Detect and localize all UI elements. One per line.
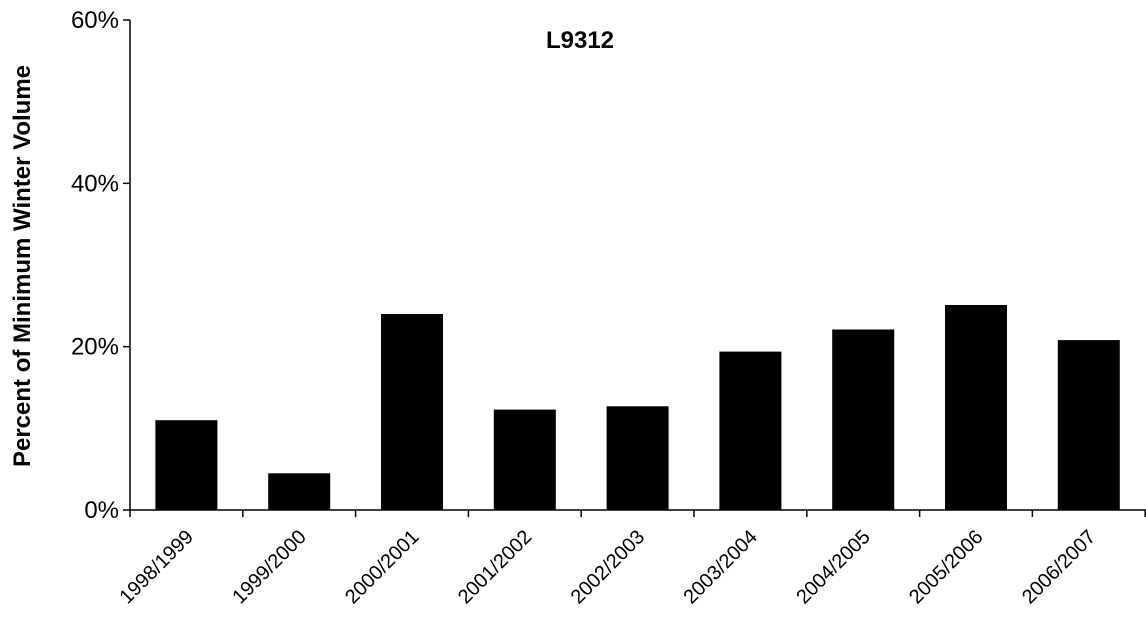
- bar-2001-2002: [493, 409, 556, 510]
- x-tick-label: 2002/2003: [567, 526, 649, 608]
- chart-title: L9312: [546, 27, 614, 54]
- bar-2002-2003: [606, 406, 669, 510]
- y-axis-ticks: 0% 20% 40% 60%: [71, 7, 130, 524]
- bar-2006-2007: [1057, 340, 1120, 510]
- bar-1998-1999: [155, 420, 218, 510]
- bar-2004-2005: [832, 329, 895, 510]
- x-axis-ticks: 1998/1999 1999/2000 2000/2001 2001/2002 2002…: [116, 510, 1146, 608]
- bar-1999-2000: [268, 473, 331, 511]
- bars-group: [155, 305, 1120, 511]
- bar-2000-2001: [381, 314, 443, 510]
- bar-2005-2006: [945, 305, 1007, 510]
- y-tick-label: 0%: [84, 497, 119, 524]
- y-axis-title: Percent of Minimum Winter Volume: [9, 65, 36, 467]
- x-tick-label: 1999/2000: [228, 526, 310, 608]
- x-tick-label: 2003/2004: [680, 526, 762, 608]
- x-tick-label: 2005/2006: [905, 526, 987, 608]
- x-tick-label: 2006/2007: [1018, 526, 1100, 608]
- y-tick-label: 60%: [71, 7, 119, 34]
- bar-2003-2004: [719, 351, 782, 510]
- x-tick-label: 2000/2001: [341, 526, 423, 608]
- y-tick-label: 20%: [71, 334, 119, 361]
- x-tick-label: 2004/2005: [792, 526, 874, 608]
- x-tick-label: 1998/1999: [116, 526, 198, 608]
- x-tick-label: 2001/2002: [454, 526, 536, 608]
- y-tick-label: 40%: [71, 170, 119, 197]
